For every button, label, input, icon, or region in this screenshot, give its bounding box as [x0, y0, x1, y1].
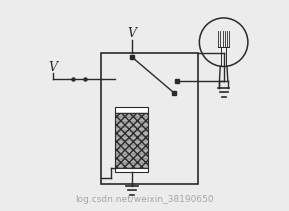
Text: log.csdn.net/weixin_38190650: log.csdn.net/weixin_38190650 [75, 195, 214, 204]
Text: V: V [127, 27, 136, 40]
Bar [116, 113, 148, 168]
Bar [116, 168, 148, 172]
Text: V: V [48, 61, 57, 74]
Bar [116, 107, 148, 113]
